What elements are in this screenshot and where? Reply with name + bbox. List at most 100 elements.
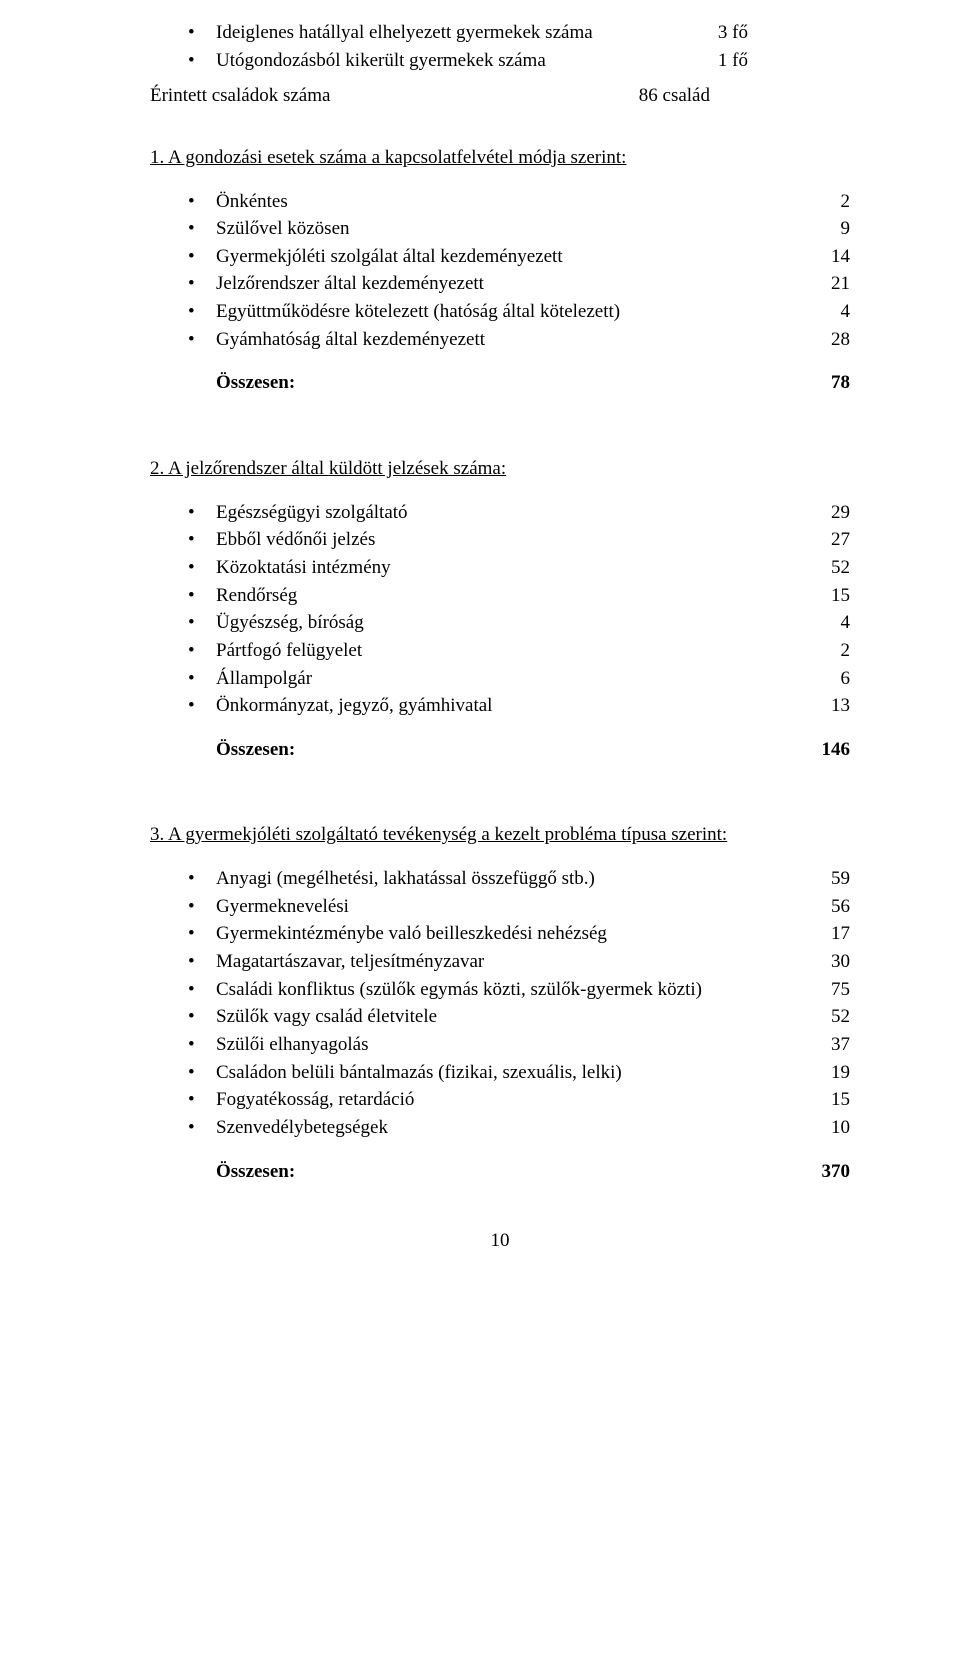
list-item: • Magatartászavar, teljesítményzavar 30 [150,949,850,975]
list-item: • Gyermekintézménybe való beilleszkedési… [150,921,850,947]
item-value: 19 [831,1060,850,1086]
item-value: 56 [831,894,850,920]
item-value: 4 [841,299,851,325]
item-value: 2 [841,638,851,664]
bullet-icon: • [188,583,216,609]
list-item: • Önkéntes 2 [150,189,850,215]
bullet-icon: • [188,555,216,581]
item-value: 37 [831,1032,850,1058]
item-label: Családi konfliktus (szülők egymás közti,… [216,977,702,1003]
item-label: Szülők vagy család életvitele [216,1004,437,1030]
item-label: Utógondozásból kikerült gyermekek száma [216,48,546,74]
list-item: • Családi konfliktus (szülők egymás közt… [150,977,850,1003]
section2-title: 2. A jelzőrendszer által küldött jelzése… [150,456,850,482]
item-value: 75 [831,977,850,1003]
bullet-icon: • [188,1032,216,1058]
total-label: Összesen: [216,370,295,396]
bullet-icon: • [188,271,216,297]
list-item: • Jelzőrendszer által kezdeményezett 21 [150,271,850,297]
item-value: 15 [831,1087,850,1113]
bullet-icon: • [188,48,216,74]
families-value: 86 család [639,83,710,109]
total-label: Összesen: [216,737,295,763]
section2-list: • Egészségügyi szolgáltató 29 • Ebből vé… [150,500,850,719]
section2-total: Összesen: 146 [150,737,850,763]
item-label: Fogyatékosság, retardáció [216,1087,414,1113]
item-label: Önkéntes [216,189,288,215]
item-label: Állampolgár [216,666,312,692]
item-value: 14 [831,244,850,270]
section-heading: 2. A jelzőrendszer által küldött jelzése… [150,458,506,479]
item-value: 9 [841,216,851,242]
section1-total: Összesen: 78 [150,370,850,396]
list-item: • Önkormányzat, jegyző, gyámhivatal 13 [150,693,850,719]
bullet-icon: • [188,1004,216,1030]
bullet-icon: • [188,299,216,325]
bullet-icon: • [188,638,216,664]
item-label: Magatartászavar, teljesítményzavar [216,949,484,975]
item-label: Jelzőrendszer által kezdeményezett [216,271,484,297]
list-item: • Szülők vagy család életvitele 52 [150,1004,850,1030]
item-value: 3 fő [718,20,748,46]
list-item: • Közoktatási intézmény 52 [150,555,850,581]
list-item: • Gyermeknevelési 56 [150,894,850,920]
bullet-icon: • [188,20,216,46]
list-item: • Egészségügyi szolgáltató 29 [150,500,850,526]
list-item: • Pártfogó felügyelet 2 [150,638,850,664]
section3-title: 3. A gyermekjóléti szolgáltató tevékenys… [150,822,850,848]
item-label: Szülői elhanyagolás [216,1032,369,1058]
section-heading: 1. A gondozási esetek száma a kapcsolatf… [150,147,626,168]
section-heading: 3. A gyermekjóléti szolgáltató tevékenys… [150,824,727,845]
item-label: Szülővel közösen [216,216,350,242]
bullet-icon: • [188,610,216,636]
section1-list: • Önkéntes 2 • Szülővel közösen 9 • Gyer… [150,189,850,353]
list-item: • Szülői elhanyagolás 37 [150,1032,850,1058]
item-value: 13 [831,693,850,719]
bullet-icon: • [188,977,216,1003]
list-item: • Együttműködésre kötelezett (hatóság ál… [150,299,850,325]
total-label: Összesen: [216,1159,295,1185]
item-label: Gyermekintézménybe való beilleszkedési n… [216,921,607,947]
item-label: Ebből védőnői jelzés [216,527,375,553]
top-block: • Ideiglenes hatállyal elhelyezett gyerm… [150,20,850,109]
total-value: 78 [831,370,850,396]
item-value: 29 [831,500,850,526]
list-item: • Szenvedélybetegségek 10 [150,1115,850,1141]
list-item: • Ügyészség, bíróság 4 [150,610,850,636]
bullet-icon: • [188,527,216,553]
bullet-icon: • [188,894,216,920]
section3-total: Összesen: 370 [150,1159,850,1185]
bullet-icon: • [188,1087,216,1113]
item-label: Anyagi (megélhetési, lakhatással összefü… [216,866,595,892]
bullet-icon: • [188,500,216,526]
item-value: 28 [831,327,850,353]
list-item: • Ideiglenes hatállyal elhelyezett gyerm… [150,20,748,46]
bullet-icon: • [188,244,216,270]
item-label: Egészségügyi szolgáltató [216,500,408,526]
item-label: Közoktatási intézmény [216,555,391,581]
bullet-icon: • [188,921,216,947]
list-item: • Ebből védőnői jelzés 27 [150,527,850,553]
list-item: • Gyermekjóléti szolgálat által kezdemén… [150,244,850,270]
list-item: • Utógondozásból kikerült gyermekek szám… [150,48,748,74]
total-value: 146 [822,737,851,763]
item-value: 17 [831,921,850,947]
item-value: 10 [831,1115,850,1141]
bullet-icon: • [188,949,216,975]
item-label: Családon belüli bántalmazás (fizikai, sz… [216,1060,622,1086]
item-value: 21 [831,271,850,297]
list-item: • Rendőrség 15 [150,583,850,609]
bullet-icon: • [188,666,216,692]
item-value: 15 [831,583,850,609]
item-label: Ideiglenes hatállyal elhelyezett gyermek… [216,20,593,46]
total-value: 370 [822,1159,851,1185]
item-label: Pártfogó felügyelet [216,638,362,664]
list-item: • Állampolgár 6 [150,666,850,692]
section3-list: • Anyagi (megélhetési, lakhatással össze… [150,866,850,1140]
item-value: 1 fő [718,48,748,74]
list-item: • Fogyatékosság, retardáció 15 [150,1087,850,1113]
bullet-icon: • [188,1115,216,1141]
item-value: 6 [841,666,851,692]
item-value: 52 [831,1004,850,1030]
item-value: 52 [831,555,850,581]
